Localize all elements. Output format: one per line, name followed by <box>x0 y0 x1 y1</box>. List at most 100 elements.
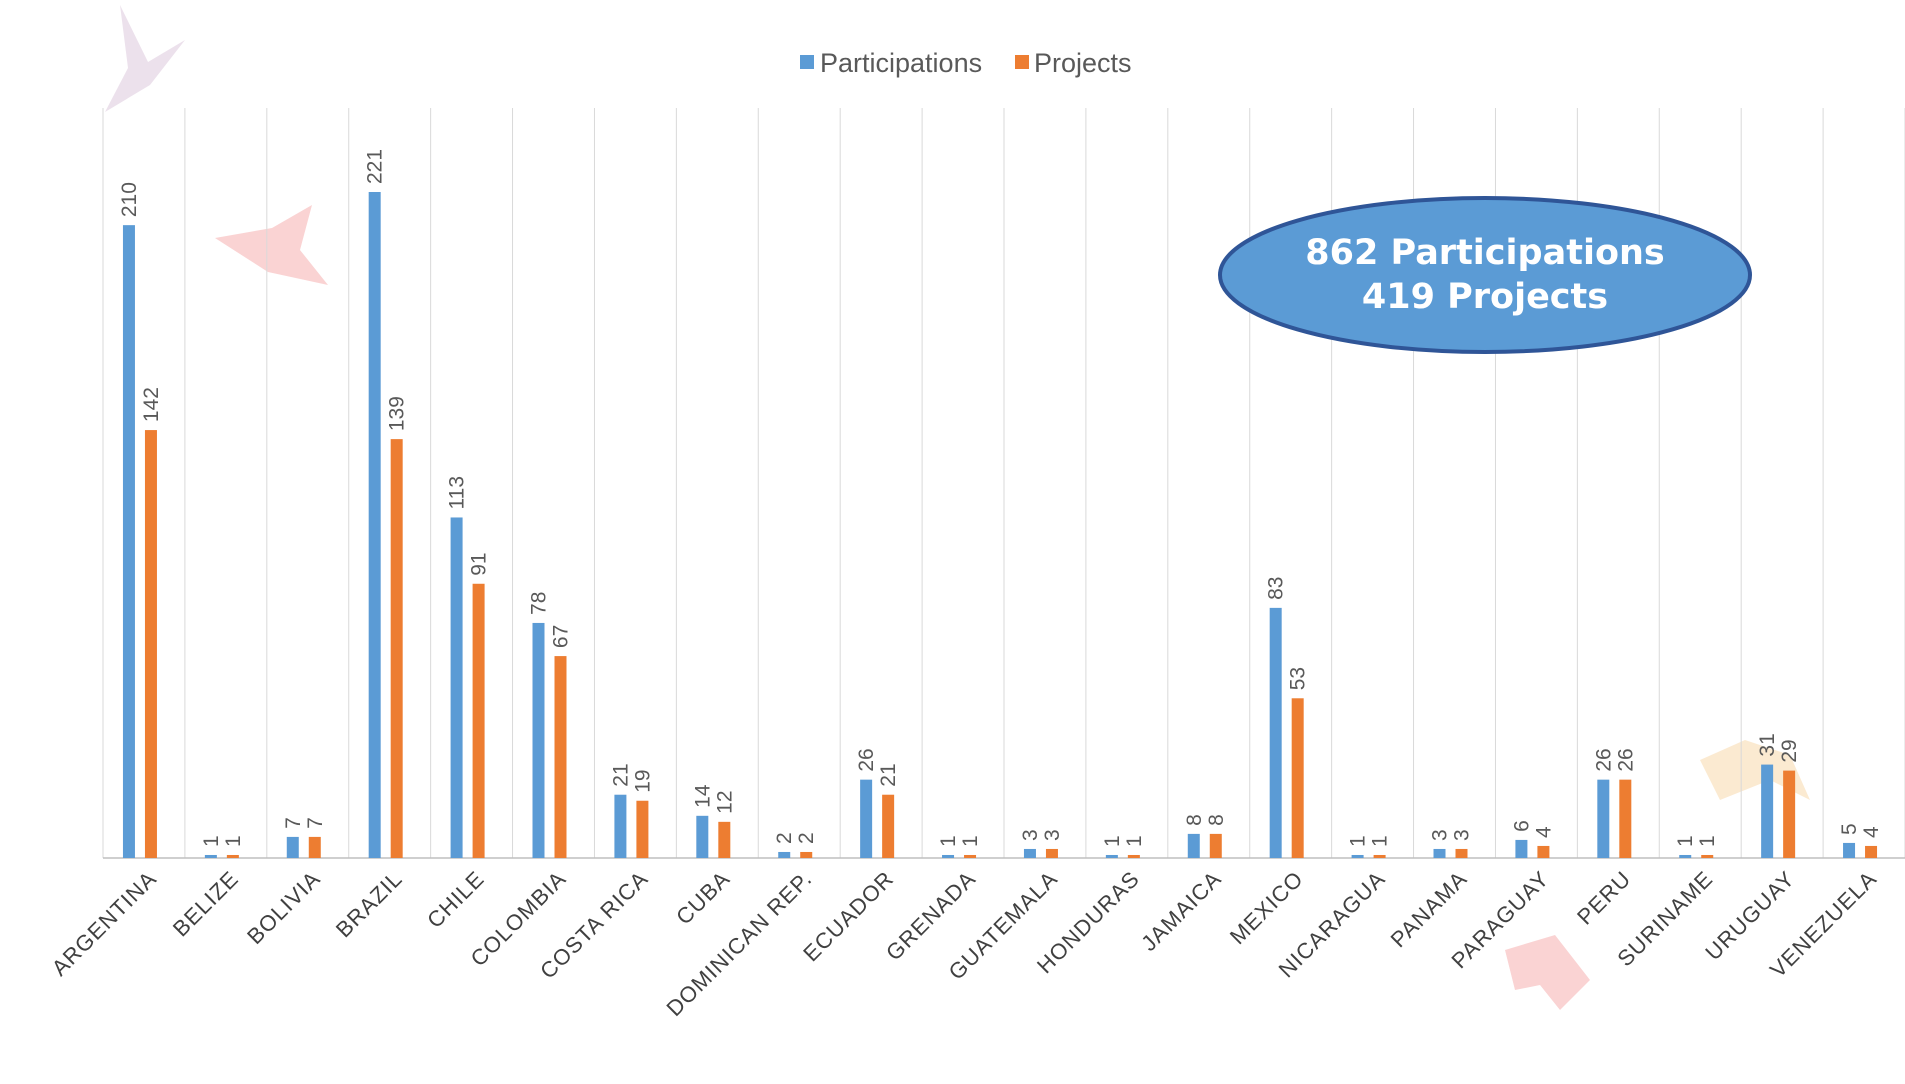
data-label-projects: 1 <box>1369 835 1392 847</box>
bar-projects-jamaica <box>1209 833 1222 858</box>
bar-projects-belize <box>226 854 239 858</box>
data-label-participations: 1 <box>1101 835 1124 847</box>
callout-projects: 419 Projects <box>1362 277 1608 317</box>
bar-participations-dominican-rep <box>778 851 791 858</box>
bar-projects-guatemala <box>1045 848 1058 858</box>
data-label-projects: 139 <box>386 396 409 431</box>
bar-projects-nicaragua <box>1373 854 1386 858</box>
data-label-projects: 4 <box>1532 826 1555 838</box>
data-label-projects: 12 <box>713 790 736 813</box>
data-label-participations: 113 <box>446 476 469 509</box>
data-label-projects: 21 <box>877 763 900 786</box>
data-label-participations: 7 <box>282 817 305 829</box>
data-label-participations: 1 <box>1674 835 1697 847</box>
bar-projects-mexico <box>1291 698 1304 858</box>
bar-participations-nicaragua <box>1351 854 1364 858</box>
category-label: CUBA <box>671 866 735 930</box>
data-label-projects: 4 <box>1860 826 1883 838</box>
bar-participations-guatemala <box>1023 848 1036 858</box>
bar-projects-suriname <box>1701 854 1714 858</box>
category-label: BOLIVIA <box>242 866 325 949</box>
origami-bird-icon <box>105 5 185 112</box>
category-label: BELIZE <box>168 866 244 942</box>
bar-participations-chile <box>450 517 463 858</box>
data-label-participations: 5 <box>1838 823 1861 835</box>
data-label-participations: 8 <box>1183 814 1206 826</box>
data-label-projects: 67 <box>550 625 573 648</box>
category-label: DOMINICAN REP. <box>662 866 817 1021</box>
data-label-projects: 2 <box>795 832 818 844</box>
data-label-participations: 6 <box>1510 820 1533 832</box>
bar-projects-cuba <box>718 821 731 858</box>
bar-participations-belize <box>204 854 217 858</box>
legend: Participations Projects <box>800 48 1132 78</box>
data-label-projects: 1 <box>1123 835 1146 847</box>
data-label-participations: 83 <box>1265 577 1288 600</box>
category-label: ARGENTINA <box>47 866 162 981</box>
bar-projects-peru <box>1619 779 1632 858</box>
data-label-participations: 26 <box>1592 748 1615 771</box>
bar-projects-brazil <box>390 439 403 858</box>
data-label-projects: 19 <box>631 769 654 792</box>
bar-projects-chile <box>472 583 485 858</box>
summary-callout: 862 Participations 419 Projects <box>1218 196 1752 354</box>
bar-projects-paraguay <box>1537 845 1550 858</box>
category-label: PANAMA <box>1386 866 1472 952</box>
bars <box>122 192 1878 859</box>
category-label: PERU <box>1572 866 1636 930</box>
data-label-participations: 3 <box>1429 829 1452 841</box>
bar-projects-ecuador <box>882 794 895 858</box>
legend-swatch-projects <box>1015 55 1029 69</box>
data-label-participations: 14 <box>691 784 714 808</box>
data-label-projects: 3 <box>1451 829 1474 841</box>
data-label-projects: 53 <box>1287 667 1310 690</box>
bar-participations-grenada <box>942 854 955 858</box>
bar-participations-venezuela <box>1843 842 1856 858</box>
bar-participations-peru <box>1597 779 1610 858</box>
bar-projects-venezuela <box>1865 845 1878 858</box>
bar-participations-argentina <box>122 225 135 859</box>
bar-participations-cuba <box>696 815 709 858</box>
origami-bird-icon <box>215 205 328 285</box>
bar-participations-bolivia <box>286 836 299 858</box>
bar-participations-colombia <box>532 622 545 858</box>
bar-projects-costa-rica <box>636 800 649 858</box>
bar-projects-panama <box>1455 848 1468 858</box>
data-label-participations: 26 <box>855 748 878 771</box>
bar-projects-colombia <box>554 656 567 858</box>
data-label-participations: 1 <box>200 835 223 847</box>
data-label-participations: 2 <box>773 832 796 844</box>
data-label-participations: 31 <box>1756 733 1779 756</box>
data-label-projects: 1 <box>959 835 982 847</box>
bar-participations-panama <box>1433 848 1446 858</box>
data-label-participations: 3 <box>1019 829 1042 841</box>
callout-ellipse <box>1218 196 1752 354</box>
category-label: JAMAICA <box>1136 866 1226 956</box>
bar-projects-dominican-rep <box>800 851 813 858</box>
data-label-participations: 21 <box>609 763 632 786</box>
category-label: CHILE <box>422 866 489 933</box>
bar-participations-paraguay <box>1515 839 1528 858</box>
data-label-participations: 1 <box>937 835 960 847</box>
data-label-projects: 3 <box>1041 829 1064 841</box>
category-label: MEXICO <box>1225 866 1308 949</box>
data-label-projects: 1 <box>1696 835 1719 847</box>
data-label-projects: 142 <box>140 387 163 422</box>
bar-projects-honduras <box>1127 854 1140 858</box>
bar-projects-uruguay <box>1783 770 1796 858</box>
bar-projects-bolivia <box>308 836 321 858</box>
bar-participations-costa-rica <box>614 794 627 858</box>
bar-participations-ecuador <box>860 779 873 858</box>
category-label: BRAZIL <box>331 866 407 942</box>
bar-participations-honduras <box>1105 854 1118 858</box>
data-label-projects: 29 <box>1778 739 1801 762</box>
data-label-projects: 26 <box>1614 748 1637 771</box>
bar-projects-grenada <box>964 854 977 858</box>
origami-bird-icon <box>1505 935 1590 1010</box>
bar-participations-jamaica <box>1187 833 1200 858</box>
origami-bird-icon <box>1700 740 1810 800</box>
bar-participations-suriname <box>1679 854 1692 858</box>
